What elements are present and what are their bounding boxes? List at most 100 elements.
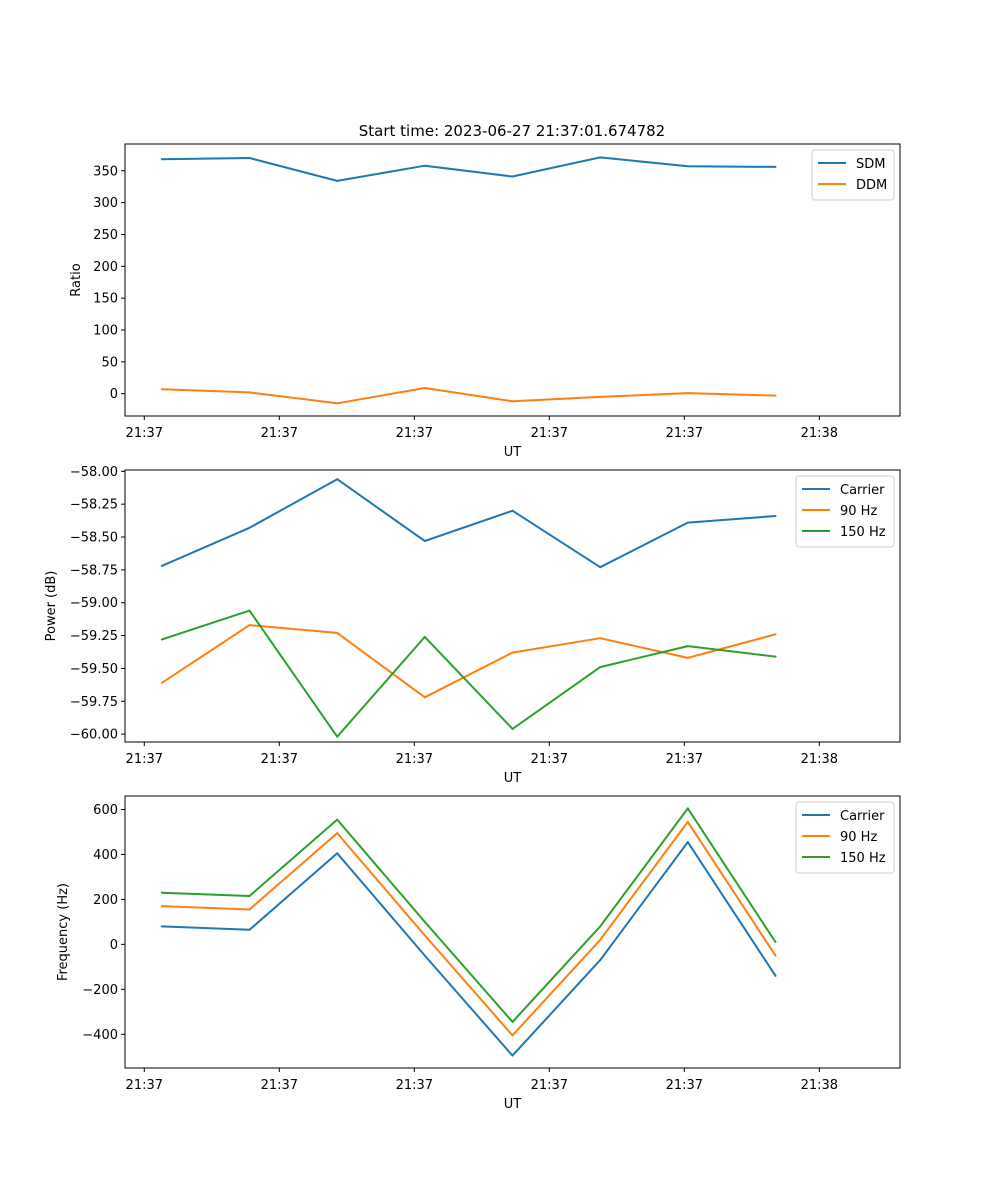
data-point [686,820,689,823]
legend-label: SDM [856,157,885,172]
data-point [774,655,777,658]
data-point [248,895,251,898]
subplot-2: −60.00 −59.75 −59.50 −59.25 −59.00 −58.75 −58.… [44,465,901,786]
data-point [336,735,339,738]
y-tick-label: −59.50 [70,662,118,677]
data-point [511,1034,514,1037]
x-tick-label: 21:38 [801,752,838,767]
legend: Carrier 90 Hz 150 Hz [795,475,895,548]
data-point [336,631,339,634]
y-tick-label: −58.25 [70,498,118,513]
series-line-90-hz [161,624,776,699]
data-point [423,539,426,542]
axes-frame [124,143,901,417]
data-point [160,891,163,894]
data-point [423,386,426,389]
data-point [686,392,689,395]
data-point [774,941,777,944]
y-tick-label: −59.00 [70,596,118,611]
x-axis-label: UT [504,1097,522,1112]
y-tick-label: 200 [93,260,118,275]
data-point [248,928,251,931]
data-point [160,905,163,908]
y-tick-label: 150 [93,292,118,307]
data-point [160,638,163,641]
series-line-carrier [161,478,776,569]
y-axis-label: Ratio [69,263,84,296]
series-line-150-hz [161,807,777,1023]
data-point [160,388,163,391]
y-tick-label: 200 [93,893,118,908]
data-point [774,514,777,517]
x-axis-label: UT [504,445,522,460]
legend-box [795,801,895,874]
data-point [599,666,602,669]
data-point [423,954,426,957]
data-point [511,509,514,512]
data-point [248,526,251,529]
subplots: 0 50 100 150 200 250 300 350 21:37 21:37 21:37 21:3… [44,143,901,1112]
y-tick-label: −58.50 [70,531,118,546]
data-point [336,852,339,855]
x-tick-label: 21:37 [261,426,298,441]
y-tick-label: 0 [110,938,118,953]
data-point [599,938,602,941]
subplot-3: −400 −200 0 200 400 600 21:37 21:37 21:37 21:37 21… [56,795,901,1112]
x-tick-label: 21:37 [126,1078,163,1093]
data-point [336,818,339,821]
data-point [248,609,251,612]
x-tick-label: 21:37 [261,752,298,767]
x-tick-label: 21:37 [126,752,163,767]
legend-label: Carrier [840,483,885,498]
data-point [686,656,689,659]
subplot-1: 0 50 100 150 200 250 300 350 21:37 21:37 21:37 21:3… [69,143,901,460]
legend-label: 150 Hz [840,525,886,540]
figure-title: Start time: 2023-06-27 21:37:01.674782 [359,122,665,140]
data-point [774,165,777,168]
y-tick-label: 0 [110,387,118,402]
data-point [248,908,251,911]
data-point [423,920,426,923]
data-point [599,156,602,159]
data-point [160,681,163,684]
legend: SDM DDM [811,149,895,201]
y-tick-label: 400 [93,848,118,863]
data-point [686,165,689,168]
series-line-90-hz [161,820,777,1037]
y-tick-label: 300 [93,196,118,211]
data-point [774,394,777,397]
series-line-sdm [161,156,776,182]
data-point [686,807,689,810]
data-point [336,832,339,835]
data-point [423,696,426,699]
x-axis-label: UT [504,771,522,786]
legend-label: 90 Hz [840,830,877,845]
data-point [511,1020,514,1023]
x-tick-label: 21:37 [531,1078,568,1093]
data-point [774,954,777,957]
data-point [686,521,689,524]
series-line-ddm [161,387,776,405]
data-point [774,974,777,977]
data-point [336,179,339,182]
y-tick-label: −58.00 [70,465,118,480]
y-tick-label: 100 [93,324,118,339]
y-tick-label: −59.75 [70,695,118,710]
legend-label: 150 Hz [840,851,886,866]
data-point [686,645,689,648]
y-tick-label: −400 [82,1028,118,1043]
x-tick-label: 21:37 [396,1078,433,1093]
x-tick-label: 21:37 [396,752,433,767]
legend-label: Carrier [840,809,885,824]
data-point [160,925,163,928]
y-tick-label: −200 [82,983,118,998]
x-tick-label: 21:37 [126,426,163,441]
data-point [599,637,602,640]
data-point [336,478,339,481]
data-point [423,164,426,167]
y-tick-label: 350 [93,164,118,179]
data-point [599,925,602,928]
x-tick-label: 21:37 [531,752,568,767]
x-tick-label: 21:38 [801,1078,838,1093]
x-tick-label: 21:38 [801,426,838,441]
